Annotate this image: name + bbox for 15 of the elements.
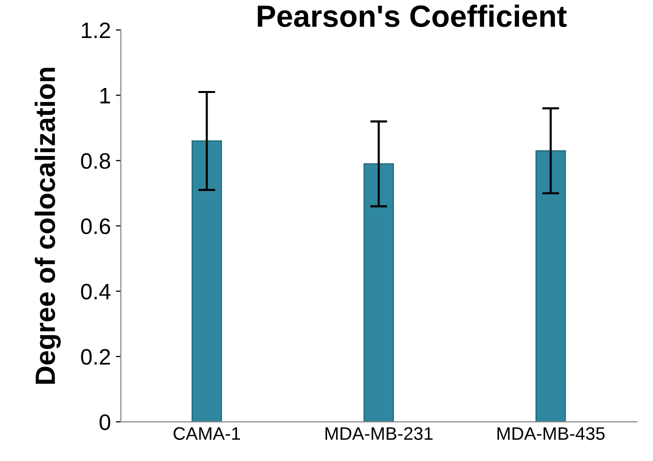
bar xyxy=(536,150,566,422)
y-tick-label: 0 xyxy=(100,414,110,430)
y-tick-label: 0.6 xyxy=(81,218,110,234)
y-tick-label: 0.8 xyxy=(81,153,110,169)
x-tick-label: MDA-MB-435 xyxy=(498,427,605,440)
y-tick-label: 1.2 xyxy=(82,22,110,38)
bar xyxy=(192,140,222,422)
y-axis-title: Degree of colocalization xyxy=(34,68,61,384)
chart-title: Pearson's Coefficient xyxy=(258,4,567,28)
bar xyxy=(364,163,394,422)
y-tick-label: 0.4 xyxy=(81,284,110,300)
y-tick-label: 0.2 xyxy=(81,349,110,365)
y-tick-label: 1 xyxy=(100,88,110,104)
x-tick-label: MDA-MB-231 xyxy=(326,427,433,440)
x-tick-label: CAMA-1 xyxy=(174,427,240,440)
